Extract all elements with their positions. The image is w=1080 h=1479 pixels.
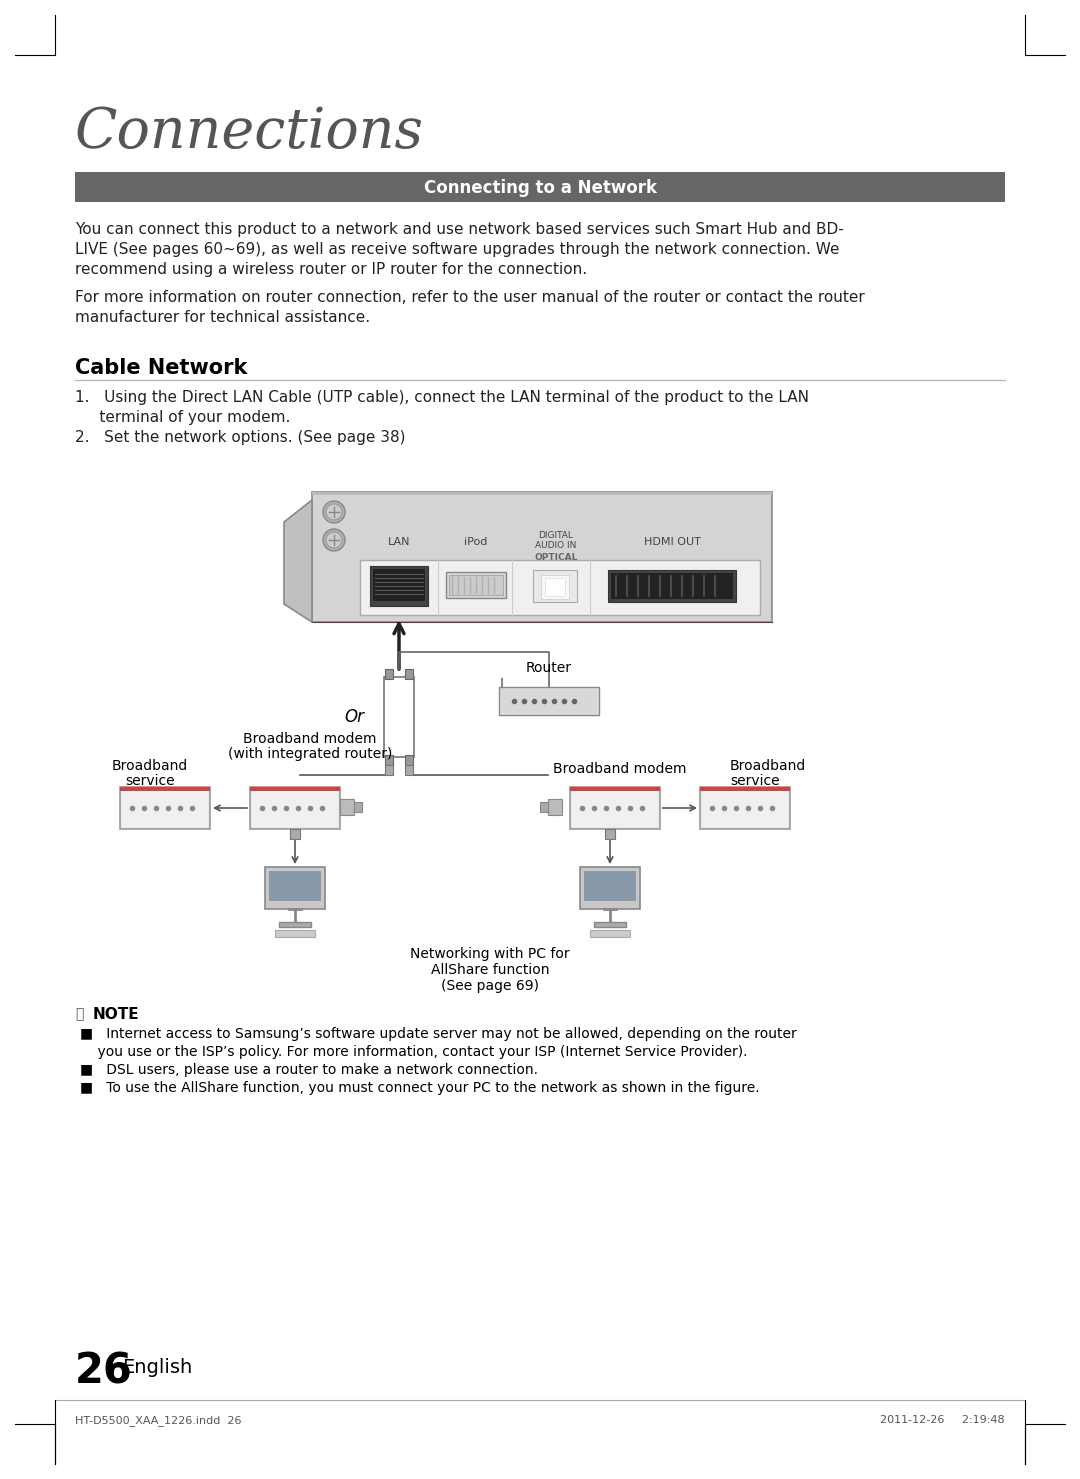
Text: Connecting to a Network: Connecting to a Network [423, 179, 657, 197]
Bar [608, 569, 735, 602]
Text: Broadband modem: Broadband modem [243, 732, 377, 745]
Bar [548, 799, 562, 815]
Bar [405, 669, 413, 679]
Bar [384, 754, 393, 765]
Bar [446, 572, 507, 598]
Text: recommend using a wireless router or IP router for the connection.: recommend using a wireless router or IP … [75, 262, 588, 277]
Circle shape [323, 529, 345, 552]
Bar [75, 172, 1005, 203]
Text: (with integrated router): (with integrated router) [228, 747, 392, 762]
Text: DIGITAL: DIGITAL [539, 531, 573, 540]
Text: iPod: iPod [464, 537, 488, 547]
Bar [269, 871, 321, 901]
Text: AllShare function: AllShare function [431, 963, 550, 978]
Bar [370, 566, 428, 606]
Bar [534, 569, 577, 602]
Bar [584, 871, 636, 901]
Text: 📝: 📝 [75, 1007, 83, 1021]
Text: LIVE (See pages 60~69), as well as receive software upgrades through the network: LIVE (See pages 60~69), as well as recei… [75, 243, 839, 257]
Bar [540, 802, 548, 812]
Text: you use or the ISP’s policy. For more information, contact your ISP (Internet Se: you use or the ISP’s policy. For more in… [80, 1046, 747, 1059]
Text: ■   DSL users, please use a router to make a network connection.: ■ DSL users, please use a router to make… [80, 1063, 538, 1077]
Text: 26: 26 [75, 1350, 133, 1392]
Text: service: service [125, 774, 175, 788]
Bar [700, 787, 789, 791]
Text: LAN: LAN [388, 537, 410, 547]
Bar [312, 493, 772, 623]
Bar [541, 575, 569, 599]
Bar [291, 830, 300, 839]
Bar [275, 930, 315, 938]
Circle shape [326, 504, 342, 521]
Text: HT-D5500_XAA_1226.indd  26: HT-D5500_XAA_1226.indd 26 [75, 1415, 242, 1426]
Text: OPTICAL: OPTICAL [535, 553, 578, 562]
Bar [312, 493, 772, 495]
Bar [570, 787, 660, 791]
Bar [249, 787, 340, 830]
Bar [449, 575, 503, 595]
Text: 2.   Set the network options. (See page 38): 2. Set the network options. (See page 38… [75, 430, 405, 445]
Text: Or: Or [345, 708, 364, 726]
Text: (See page 69): (See page 69) [441, 979, 539, 992]
Text: English: English [122, 1358, 192, 1377]
Text: NOTE: NOTE [93, 1007, 139, 1022]
Bar [249, 787, 340, 791]
Text: AUDIO IN: AUDIO IN [536, 541, 577, 550]
Bar [590, 930, 630, 938]
Text: For more information on router connection, refer to the user manual of the route: For more information on router connectio… [75, 290, 865, 305]
Bar [340, 799, 354, 815]
Bar [700, 787, 789, 830]
Bar [360, 561, 760, 615]
Bar [252, 788, 338, 827]
Bar [605, 830, 615, 839]
Bar [499, 688, 599, 714]
Bar [122, 788, 208, 827]
Bar [545, 578, 565, 596]
Text: Broadband modem: Broadband modem [553, 762, 687, 776]
Bar [120, 787, 210, 830]
Bar [120, 787, 210, 791]
Bar [265, 867, 325, 910]
Text: ■   Internet access to Samsung’s software update server may not be allowed, depe: ■ Internet access to Samsung’s software … [80, 1026, 797, 1041]
Text: You can connect this product to a network and use network based services such Sm: You can connect this product to a networ… [75, 222, 843, 237]
Text: service: service [730, 774, 780, 788]
Bar [405, 754, 413, 765]
Bar [594, 921, 626, 927]
Bar [702, 788, 788, 827]
Text: Networking with PC for: Networking with PC for [410, 947, 570, 961]
Bar [580, 867, 640, 910]
Text: Cable Network: Cable Network [75, 358, 247, 379]
Text: Router: Router [526, 661, 572, 674]
Bar [572, 788, 658, 827]
Bar [354, 802, 362, 812]
Text: terminal of your modem.: terminal of your modem. [75, 410, 291, 424]
Circle shape [326, 532, 342, 549]
Text: manufacturer for technical assistance.: manufacturer for technical assistance. [75, 311, 370, 325]
Bar [384, 677, 414, 757]
Circle shape [323, 501, 345, 524]
Text: HDMI OUT: HDMI OUT [644, 537, 701, 547]
Bar [279, 921, 311, 927]
Bar [405, 765, 413, 775]
Text: Broadband: Broadband [730, 759, 807, 774]
Bar [384, 765, 393, 775]
Bar [570, 787, 660, 830]
Text: 2011-12-26     2:19:48: 2011-12-26 2:19:48 [880, 1415, 1005, 1424]
Text: 1.   Using the Direct LAN Cable (UTP cable), connect the LAN terminal of the pro: 1. Using the Direct LAN Cable (UTP cable… [75, 390, 809, 405]
Bar [501, 689, 597, 713]
Bar [384, 669, 393, 679]
Bar [611, 572, 733, 599]
Polygon shape [284, 500, 312, 623]
Bar [373, 569, 426, 600]
Text: Broadband: Broadband [112, 759, 188, 774]
Text: Connections: Connections [75, 105, 424, 160]
Text: ■   To use the AllShare function, you must connect your PC to the network as sho: ■ To use the AllShare function, you must… [80, 1081, 759, 1094]
